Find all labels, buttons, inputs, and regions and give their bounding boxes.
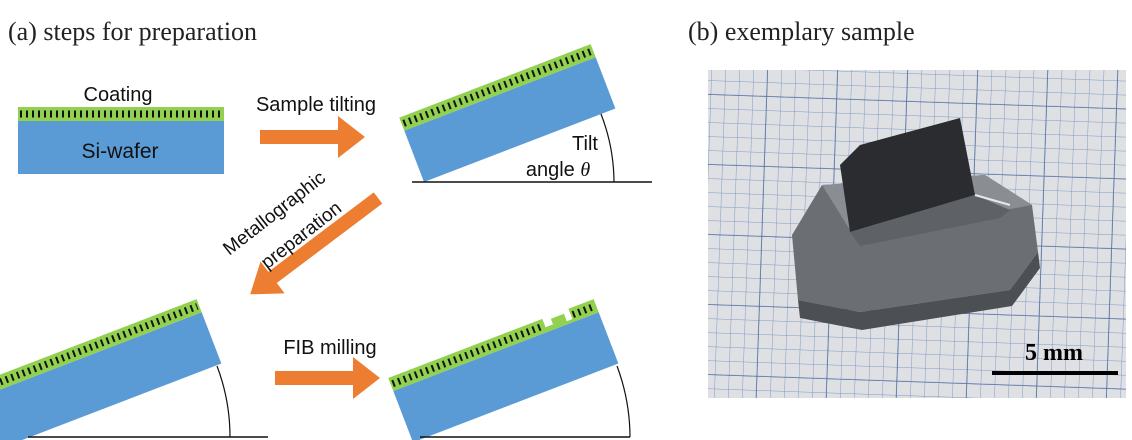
arrow (260, 116, 365, 158)
angle-arc (217, 366, 230, 437)
label: angle (526, 159, 575, 181)
angle-arc (601, 114, 614, 182)
angle-arc (617, 366, 630, 437)
milled-wafer (388, 299, 618, 440)
label: Sample tilting (256, 94, 376, 116)
panel-title: (b) exemplary sample (688, 17, 915, 46)
scale-label: 5 mm (1025, 340, 1083, 366)
label: Si-wafer (81, 140, 158, 163)
label: FIB milling (283, 337, 376, 359)
arrow (238, 182, 390, 310)
arrow (275, 357, 380, 399)
tilted-wafer (0, 299, 221, 440)
label: Coating (84, 84, 153, 106)
figure: (a) steps for preparation (b) exemplary … (0, 0, 1132, 440)
label: Tilt (572, 133, 598, 155)
symbol: θ (580, 159, 590, 181)
panel-title: (a) steps for preparation (8, 17, 257, 46)
label: angle θ (526, 159, 591, 181)
